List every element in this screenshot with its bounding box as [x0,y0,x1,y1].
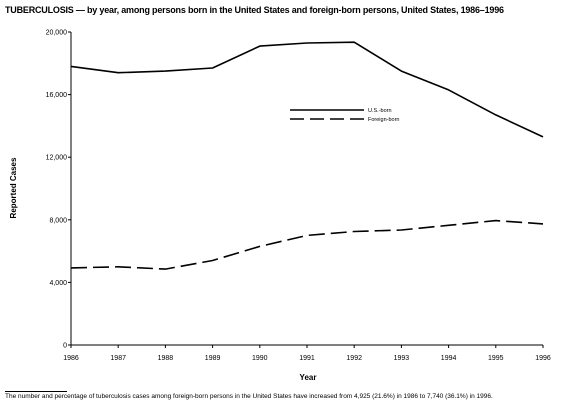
x-tick-label: 1987 [110,355,126,362]
x-tick-label: 1990 [252,355,268,362]
footnote-divider [5,391,67,392]
x-tick-label: 1992 [346,355,362,362]
y-tick-label: 16,000 [46,92,68,99]
chart-axes [70,32,543,346]
x-tick-label: 1995 [488,355,504,362]
x-tick-label: 1989 [205,355,221,362]
y-tick-label: 0 [63,343,67,350]
y-tick-label: 8,000 [49,217,67,224]
x-tick-label: 1991 [299,355,315,362]
y-axis-ticks: 0 4,000 8,000 12,000 16,000 20,000 [46,30,71,350]
chart-legend: U.S.-born Foreign-born [290,108,400,123]
x-tick-label: 1996 [535,355,551,362]
x-axis-ticks: 1986 1987 1988 1989 1990 1991 1992 1993 1994 1995… [63,345,551,362]
x-tick-label: 1994 [441,355,457,362]
us-born-series-line [70,41,544,138]
chart-title-lead: TUBERCULOSIS [5,5,74,15]
y-tick-label: 20,000 [46,30,68,37]
legend-label-foreign-born: Foreign-born [368,117,400,123]
chart-title-rest: — by year, among persons born in the Uni… [73,5,504,15]
x-tick-label: 1988 [158,355,174,362]
y-tick-label: 4,000 [49,280,67,287]
foreign-born-series-line [70,219,544,270]
chart-title: TUBERCULOSIS — by year, among persons bo… [5,5,577,15]
y-tick-label: 12,000 [46,155,68,162]
footnote-text: The number and percentage of tuberculosi… [5,393,493,400]
x-tick-label: 1993 [394,355,410,362]
legend-label-us-born: U.S.-born [368,108,392,114]
x-axis-label: Year [300,373,317,382]
x-tick-label: 1986 [63,355,79,362]
chart-series-lines [70,41,544,270]
y-axis-label: Reported Cases [9,157,18,218]
